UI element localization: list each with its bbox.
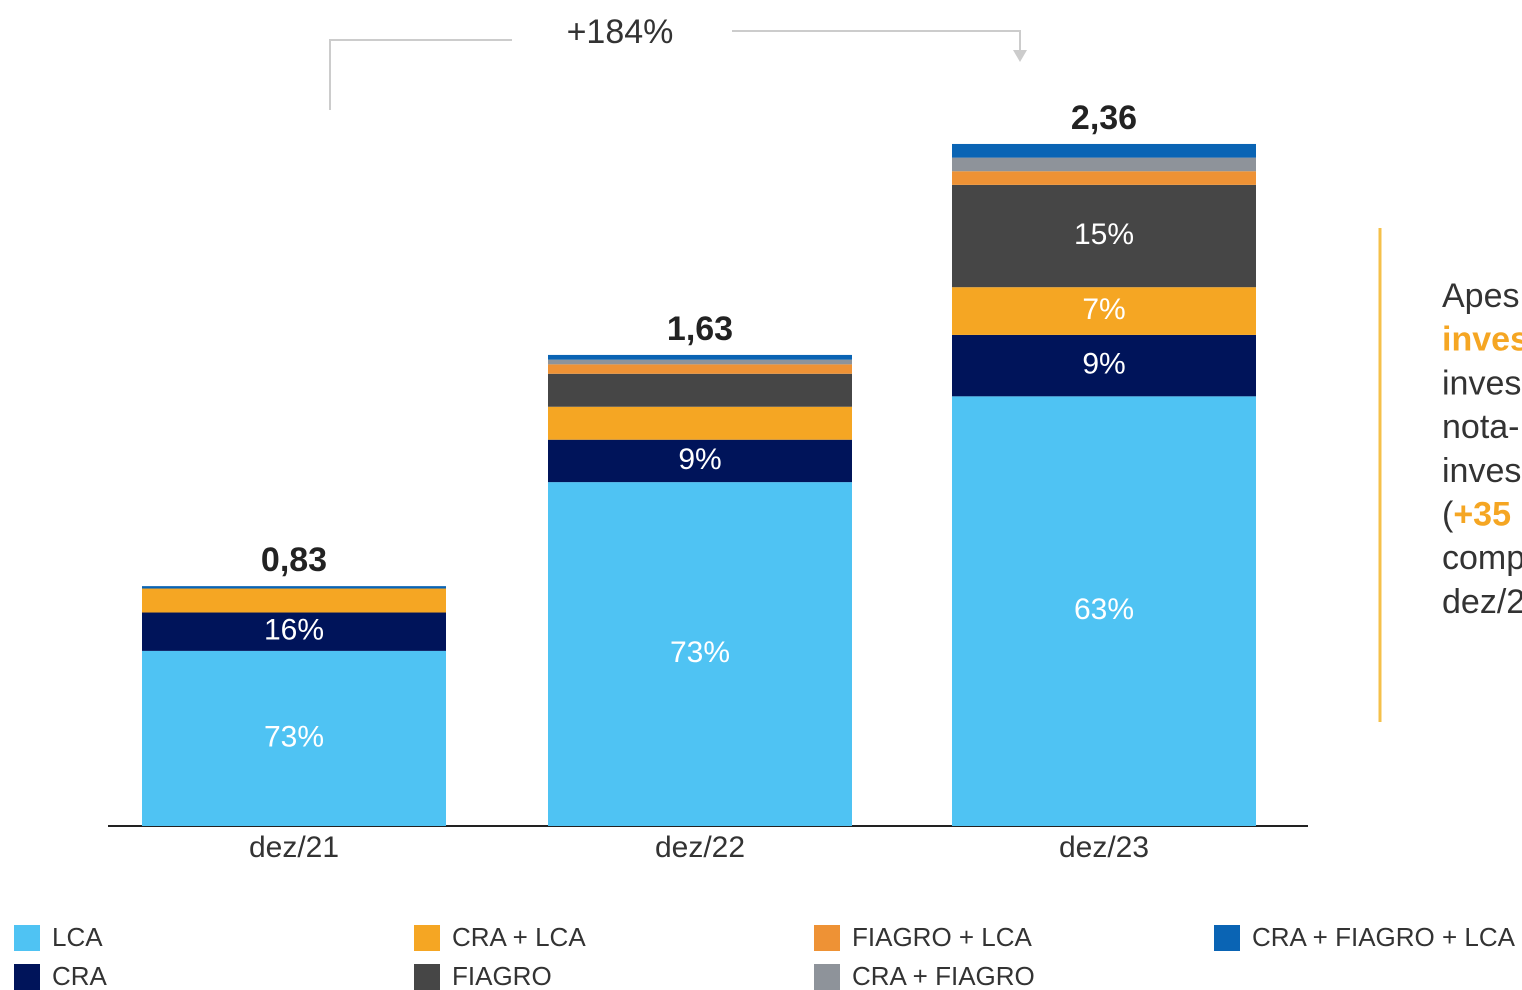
legend-label: FIAGRO bbox=[452, 961, 552, 990]
legend-swatch bbox=[1214, 925, 1240, 951]
bracket-left bbox=[329, 39, 512, 110]
side-text-line: comp bbox=[1442, 539, 1522, 577]
legend-label: CRA + FIAGRO bbox=[852, 961, 1035, 990]
side-text-line: Apes bbox=[1442, 277, 1520, 315]
side-text-run: comp bbox=[1442, 539, 1522, 577]
side-text-line: dez/2 bbox=[1442, 583, 1522, 621]
segment-label: 73% bbox=[670, 636, 730, 669]
bar-segment bbox=[142, 612, 446, 651]
bar-segment bbox=[548, 364, 852, 374]
growth-annotation: +184% bbox=[567, 13, 674, 51]
segment-label: 16% bbox=[264, 614, 324, 647]
segment-label: 63% bbox=[1074, 593, 1134, 626]
total-label: 1,63 bbox=[667, 310, 733, 348]
legend-label: CRA + LCA bbox=[452, 922, 586, 952]
side-text-run: nota- bbox=[1442, 408, 1520, 446]
bar-segment bbox=[142, 650, 446, 826]
segment-label: 9% bbox=[678, 443, 721, 476]
legend-swatch bbox=[414, 964, 440, 990]
x-tick-label: dez/23 bbox=[1059, 831, 1149, 864]
x-tick-label: dez/22 bbox=[655, 831, 745, 864]
side-text-run: ( bbox=[1442, 495, 1454, 533]
side-text-run: inves bbox=[1442, 321, 1522, 359]
legend-swatch bbox=[14, 964, 40, 990]
legend-label: FIAGRO + LCA bbox=[852, 922, 1033, 952]
bar-segment bbox=[952, 143, 1256, 158]
side-text-line: nota- bbox=[1442, 408, 1520, 446]
legend-swatch bbox=[814, 964, 840, 990]
segment-label: 15% bbox=[1074, 218, 1134, 251]
side-text-line: inves bbox=[1442, 321, 1522, 359]
arrow-head bbox=[1013, 50, 1027, 62]
bar-segment bbox=[548, 354, 852, 360]
bar-segment bbox=[952, 334, 1256, 397]
bar-segment bbox=[952, 287, 1256, 335]
side-text-run: inves bbox=[1442, 364, 1521, 402]
bar-segment bbox=[548, 439, 852, 483]
bar-segment bbox=[952, 171, 1256, 185]
bar-segment bbox=[548, 406, 852, 440]
segment-label: 9% bbox=[1082, 348, 1125, 381]
side-text-run: dez/2 bbox=[1442, 583, 1522, 621]
side-text-run: inves bbox=[1442, 452, 1521, 490]
side-text-line: inves bbox=[1442, 452, 1521, 490]
bracket-right bbox=[732, 30, 1021, 55]
bar-segment bbox=[952, 157, 1256, 172]
total-label: 2,36 bbox=[1071, 99, 1137, 137]
legend-swatch bbox=[14, 925, 40, 951]
side-text-line: inves bbox=[1442, 364, 1521, 402]
segment-label: 73% bbox=[264, 720, 324, 753]
total-label: 0,83 bbox=[261, 541, 327, 579]
segment-label: 7% bbox=[1082, 293, 1125, 326]
bar-segment bbox=[548, 373, 852, 407]
legend-swatch bbox=[814, 925, 840, 951]
side-text-line: (+35 bbox=[1442, 495, 1511, 533]
x-tick-label: dez/21 bbox=[249, 831, 339, 864]
bar-segment bbox=[548, 359, 852, 365]
legend-label: LCA bbox=[52, 922, 103, 952]
side-text-run: +35 bbox=[1453, 495, 1511, 533]
legend-label: CRA bbox=[52, 961, 108, 990]
legend-label: CRA + FIAGRO + LCA bbox=[1252, 922, 1516, 952]
bar-segment bbox=[952, 396, 1256, 826]
bar-segment bbox=[142, 586, 446, 589]
side-text-run: Apes bbox=[1442, 277, 1520, 315]
legend-swatch bbox=[414, 925, 440, 951]
bar-segment bbox=[142, 588, 446, 613]
bar-segment bbox=[952, 184, 1256, 288]
bar-segment bbox=[548, 482, 852, 826]
